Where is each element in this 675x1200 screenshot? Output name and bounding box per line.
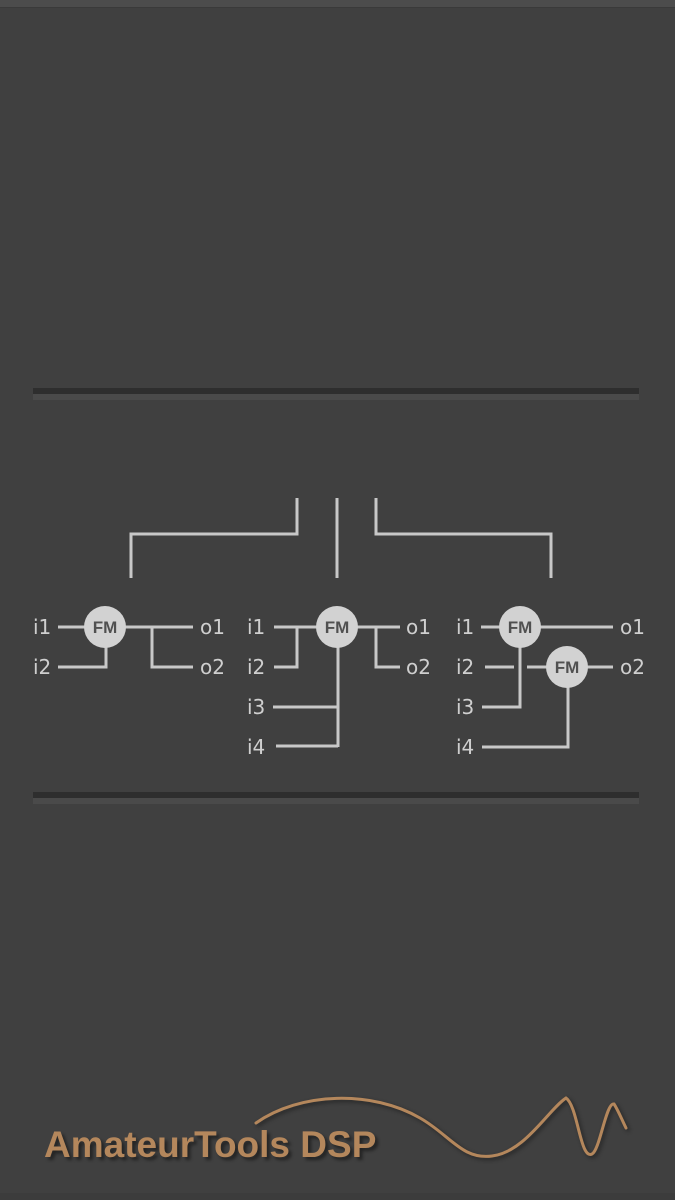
fm-node: FM [316, 606, 358, 648]
input-label-i3: i3 [456, 695, 474, 719]
input-label-i3: i3 [247, 695, 265, 719]
input-label-i4: i4 [456, 735, 474, 759]
input-label-i4: i4 [247, 735, 265, 759]
input-label-i2: i2 [247, 655, 265, 679]
input-label-i1: i1 [456, 615, 474, 639]
input-label-i2: i2 [456, 655, 474, 679]
fm-node: FM [84, 606, 126, 648]
output-label-o2: o2 [620, 655, 645, 679]
mode-selector-left-branch [129, 498, 299, 578]
fm-node: FM [499, 606, 541, 648]
brand-logo-text: AmateurTools DSP [44, 1124, 377, 1165]
output-label-o1: o1 [406, 615, 431, 639]
brand-wave-graphic [254, 1096, 628, 1158]
svg-text:FM: FM [555, 658, 580, 677]
bottom-edge [0, 1193, 675, 1200]
output-label-o2: o2 [406, 655, 431, 679]
fm-node: FM [546, 646, 588, 688]
bottom-divider [33, 792, 639, 804]
output-label-o1: o1 [620, 615, 645, 639]
routing-mode-2[interactable]: FM i1 i2 i3 i4 o1 o2 [247, 606, 431, 759]
input-label-i1: i1 [33, 615, 51, 639]
svg-text:FM: FM [93, 618, 118, 637]
output-label-o1: o1 [200, 615, 225, 639]
mode-selector-switch[interactable] [129, 498, 553, 578]
output-label-o2: o2 [200, 655, 225, 679]
top-divider [33, 388, 639, 400]
routing-mode-3[interactable]: FM FM i1 i2 i3 i4 o1 o2 [456, 606, 645, 759]
routing-mode-1[interactable]: FM i1 i2 o1 o2 [33, 606, 225, 679]
input-label-i2: i2 [33, 655, 51, 679]
svg-text:FM: FM [325, 618, 350, 637]
top-edge [0, 0, 675, 8]
mode-selector-right-branch [374, 498, 553, 578]
input-label-i1: i1 [247, 615, 265, 639]
svg-text:FM: FM [508, 618, 533, 637]
